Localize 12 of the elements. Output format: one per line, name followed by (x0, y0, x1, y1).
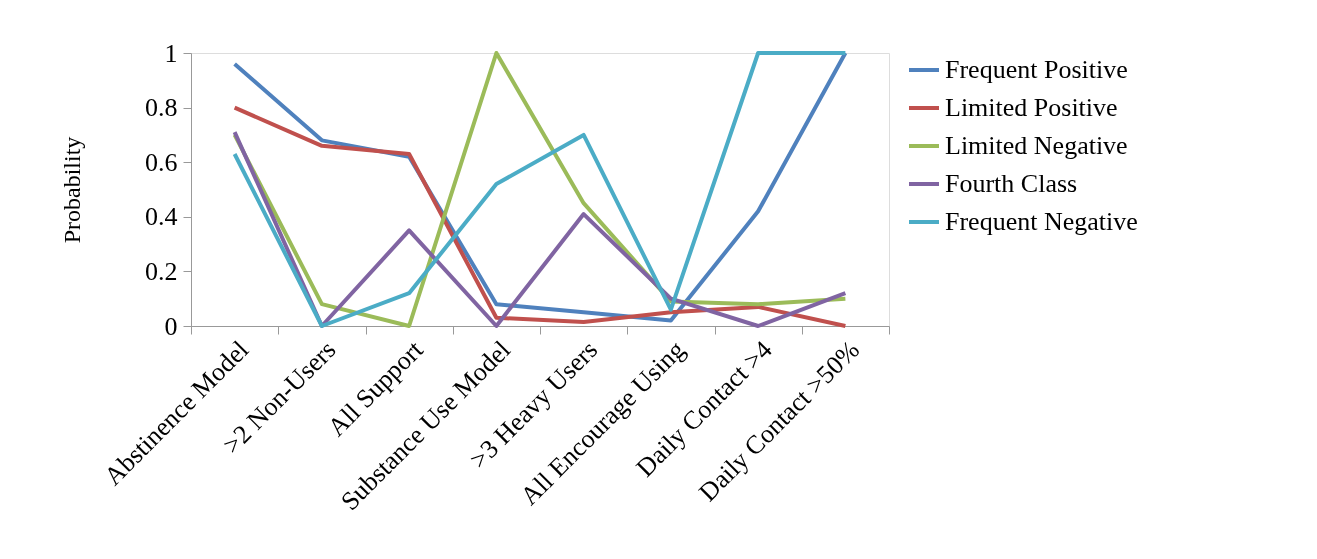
y-tick-label: 0 (164, 311, 178, 341)
y-tick-label: 0.8 (145, 93, 178, 123)
legend-label: Frequent Negative (945, 207, 1138, 236)
legend-label: Limited Positive (945, 93, 1118, 122)
y-tick-label: 0.4 (145, 202, 178, 232)
legend-label: Frequent Positive (945, 55, 1128, 84)
y-tick-label: 0.6 (145, 147, 178, 177)
legend-label: Fourth Class (945, 169, 1078, 198)
y-axis-title: Probability (59, 136, 85, 244)
legend-label: Limited Negative (945, 131, 1128, 160)
y-tick-label: 1 (164, 38, 178, 68)
y-tick-label: 0.2 (145, 256, 178, 286)
